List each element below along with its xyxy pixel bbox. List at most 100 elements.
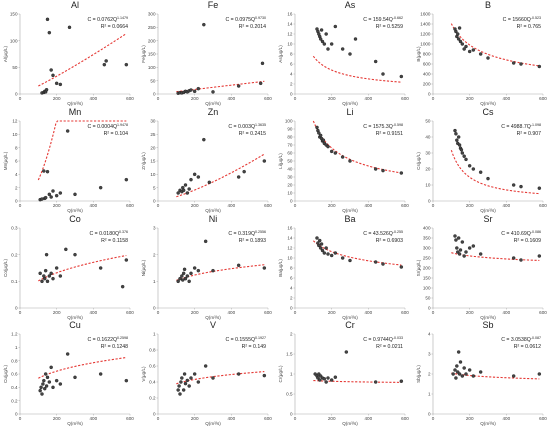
- data-point: [381, 261, 385, 266]
- x-tick-label: 600: [264, 416, 272, 421]
- data-point: [478, 52, 482, 56]
- y-tick-label: 0.2: [149, 396, 156, 401]
- data-point: [58, 382, 63, 386]
- y-axis-label: Ni(μg/L): [141, 259, 146, 276]
- y-tick-label: 1: [152, 278, 155, 283]
- data-point: [320, 248, 325, 252]
- panel-title: B: [484, 0, 490, 10]
- x-axis-label: Q(m³/s): [342, 421, 358, 426]
- y-tick-label: 6: [290, 275, 293, 280]
- data-point: [210, 376, 215, 380]
- x-tick-label: 400: [227, 203, 235, 208]
- data-point: [45, 17, 50, 22]
- data-point: [399, 264, 404, 269]
- y-tick-label: 350: [422, 235, 430, 240]
- x-tick-label: 0: [431, 203, 434, 208]
- data-point: [178, 380, 183, 384]
- fit-r-squared: R² = 0.1158: [101, 238, 128, 244]
- data-point: [458, 360, 462, 364]
- data-point: [43, 195, 48, 200]
- data-point: [177, 276, 182, 280]
- fit-equation: C = 0.319Q0.2556: [228, 230, 266, 237]
- y-tick-label: 14: [287, 235, 293, 240]
- data-point: [452, 368, 457, 372]
- data-point: [175, 388, 180, 392]
- y-tick-label: 0: [290, 412, 293, 417]
- x-tick-label: 200: [190, 416, 198, 421]
- fit-equation: C = 0.0975Q0.9730: [225, 16, 266, 23]
- data-point: [104, 59, 108, 63]
- data-point: [537, 64, 541, 69]
- data-point: [49, 68, 53, 72]
- data-point: [188, 376, 193, 380]
- data-point: [537, 253, 541, 258]
- x-tick-label: 400: [364, 416, 372, 421]
- x-tick-label: 600: [539, 416, 547, 421]
- y-tick-label: 2: [290, 295, 293, 300]
- fit-curve: [312, 120, 402, 174]
- fit-equation: C = 4988.7Q-1.098: [501, 123, 541, 130]
- y-tick-label: 30: [425, 150, 431, 155]
- data-point: [73, 375, 77, 380]
- y-tick-label: 150: [147, 52, 155, 57]
- x-tick-label: 600: [401, 203, 409, 208]
- x-tick-label: 0: [156, 310, 159, 315]
- panel-fe: Fe 0 50 100 150 200 250 300 0 200 400 600 Q(m³/s) Fe(…: [141, 0, 272, 106]
- data-point: [185, 273, 189, 278]
- data-point: [42, 379, 46, 383]
- x-tick-label: 600: [264, 203, 272, 208]
- x-tick-label: 400: [89, 416, 97, 421]
- data-point: [43, 268, 48, 272]
- data-point: [511, 183, 515, 187]
- fit-curve: [312, 239, 402, 266]
- data-point: [318, 37, 323, 41]
- y-tick-label: 8: [290, 265, 293, 270]
- y-tick-label: 300: [422, 245, 430, 250]
- data-point: [453, 237, 458, 242]
- y-tick-label: 20: [287, 182, 293, 187]
- y-tick-label: 25: [150, 132, 156, 137]
- data-point: [180, 277, 184, 282]
- data-point: [196, 268, 200, 272]
- data-point: [454, 245, 459, 250]
- y-tick-label: 0: [15, 198, 18, 203]
- data-point: [319, 28, 324, 32]
- y-tick-label: 6: [290, 62, 293, 67]
- y-tick-label: 10: [287, 255, 293, 260]
- y-tick-label: 3: [152, 225, 155, 230]
- y-axis-label: Ba(μg/L): [278, 258, 283, 276]
- y-tick-label: 50: [12, 65, 18, 70]
- data-point: [54, 81, 59, 86]
- x-tick-label: 600: [539, 203, 547, 208]
- y-tick-label: 30: [150, 118, 156, 123]
- y-tick-label: 1: [427, 392, 430, 397]
- data-point: [461, 47, 466, 51]
- x-axis-label: Q(m³/s): [480, 208, 496, 213]
- data-point: [179, 273, 184, 278]
- data-point: [319, 241, 324, 246]
- panel-title: V: [209, 320, 215, 330]
- data-point: [373, 59, 378, 64]
- y-tick-label: 12: [12, 118, 18, 123]
- x-axis-label: Q(m³/s): [205, 101, 221, 106]
- y-tick-label: 0: [152, 305, 155, 310]
- x-tick-label: 200: [465, 203, 473, 208]
- fit-curve: [37, 120, 127, 180]
- fit-curve: [38, 254, 127, 281]
- y-tick-label: 0: [15, 305, 18, 310]
- x-axis-label: Q(m³/s): [67, 421, 83, 426]
- y-axis-label: Al(μg/L): [3, 45, 8, 62]
- y-tick-label: 10: [425, 182, 431, 187]
- data-point: [456, 235, 460, 240]
- x-tick-label: 0: [294, 416, 297, 421]
- fit-equation: C = 159.54Q-0.662: [363, 16, 403, 23]
- data-point: [518, 62, 523, 66]
- data-point: [456, 37, 460, 41]
- y-tick-label: 8: [15, 145, 18, 150]
- fit-curve: [313, 380, 402, 384]
- x-tick-label: 0: [156, 96, 159, 101]
- data-point: [49, 365, 53, 370]
- fit-r-squared: R² = 0.0612: [513, 344, 540, 350]
- data-point: [460, 42, 464, 46]
- y-tick-label: 12: [287, 245, 293, 250]
